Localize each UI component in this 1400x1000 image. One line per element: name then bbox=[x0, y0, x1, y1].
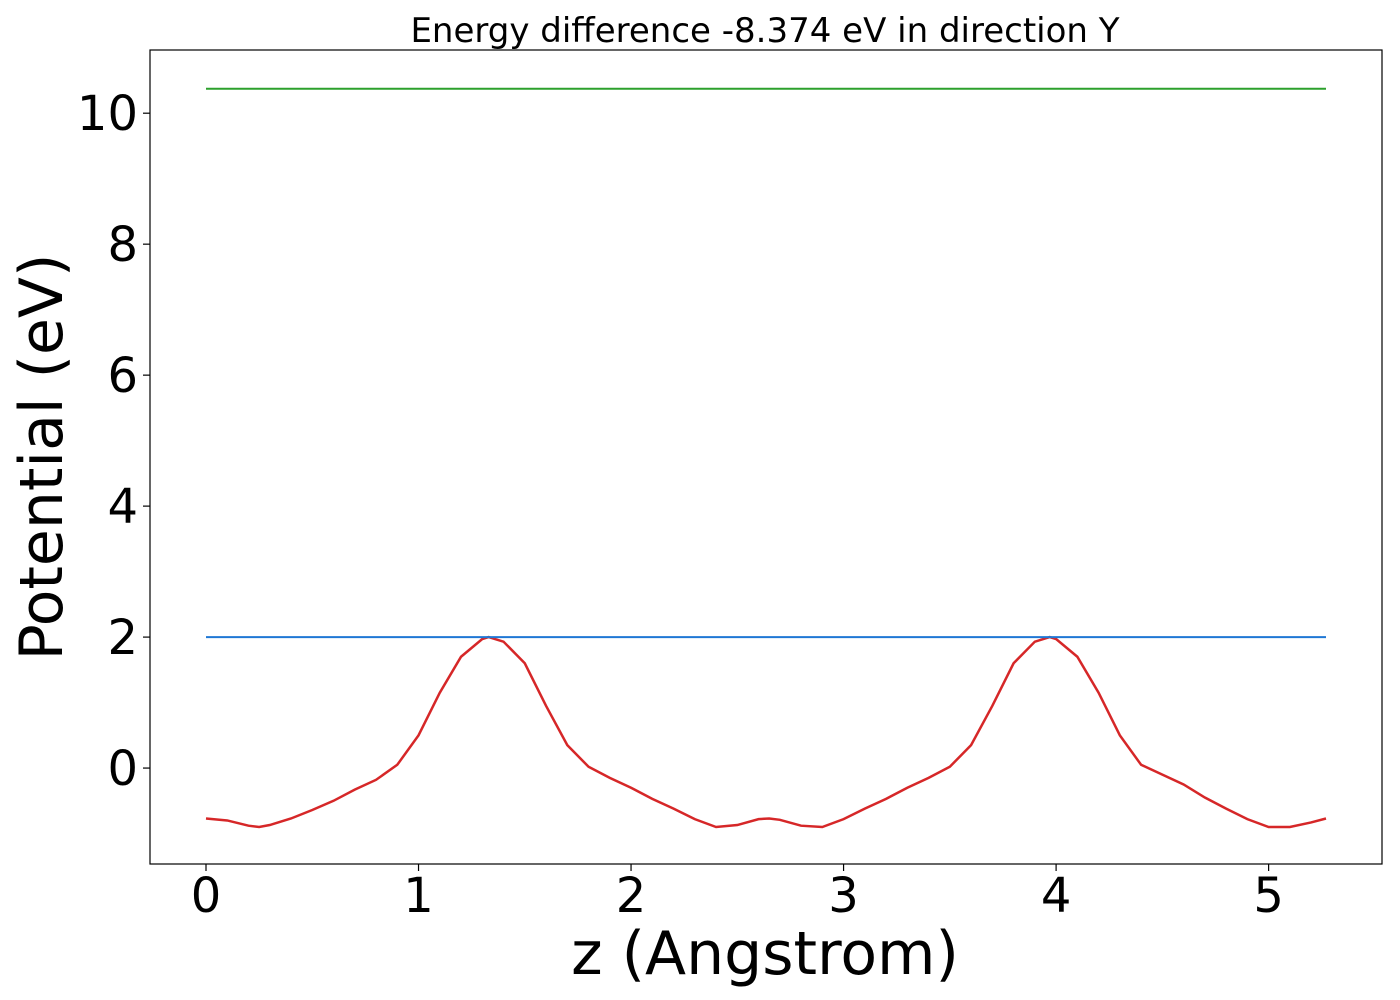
x-tick-label: 5 bbox=[1253, 868, 1284, 924]
plot-frame bbox=[149, 49, 1383, 865]
y-tick-label: 6 bbox=[107, 348, 138, 404]
x-tick-label: 1 bbox=[403, 868, 434, 924]
x-tick-label: 0 bbox=[191, 868, 222, 924]
x-tick-label: 3 bbox=[828, 868, 859, 924]
x-tick-label: 4 bbox=[1041, 868, 1072, 924]
y-tick-label: 2 bbox=[107, 610, 138, 666]
y-tick-label: 4 bbox=[107, 479, 138, 535]
y-axis-label: Potential (eV) bbox=[7, 254, 77, 661]
data-line bbox=[205, 635, 1327, 829]
y-tick-label: 8 bbox=[107, 217, 138, 273]
x-axis-label: z (Angstrom) bbox=[571, 919, 959, 989]
x-tick-label: 2 bbox=[616, 868, 647, 924]
chart-title: Energy difference -8.374 eV in direction… bbox=[410, 11, 1119, 51]
y-tick-label: 0 bbox=[107, 741, 138, 797]
y-tick-label: 10 bbox=[77, 86, 138, 142]
